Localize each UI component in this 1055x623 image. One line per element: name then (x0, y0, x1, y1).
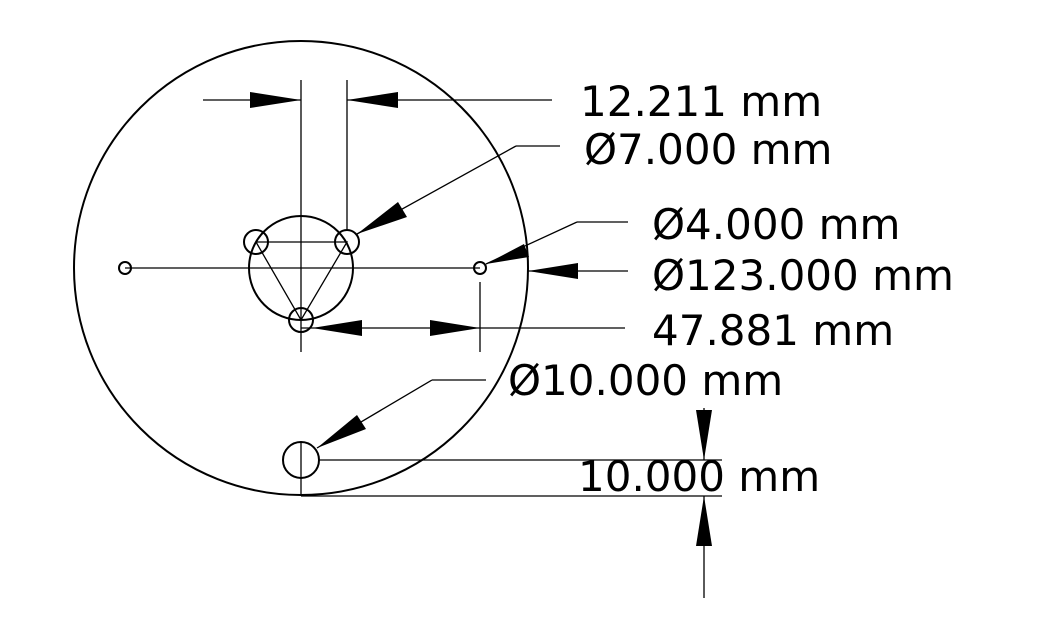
label-center-offset: 47.881 mm (652, 306, 894, 355)
label-side-hole-diameter: Ø4.000 mm (652, 200, 900, 249)
arrow-123mm (528, 263, 578, 279)
dim-12-arrow-right (347, 92, 398, 108)
arrow-10mm (317, 415, 366, 448)
dim-12-arrow-left (250, 92, 301, 108)
label-hole-spacing: 12.211 mm (580, 77, 822, 126)
label-small-hole-diameter: Ø7.000 mm (584, 125, 832, 174)
dim-47-arrow-left (312, 320, 362, 336)
right-side-hole (473, 261, 487, 275)
label-bottom-hole-diameter: Ø10.000 mm (508, 356, 783, 405)
left-side-hole (118, 261, 132, 275)
dim-10-arrow-top (696, 410, 712, 460)
label-outer-diameter: Ø123.000 mm (652, 251, 954, 300)
label-edge-offset: 10.000 mm (578, 452, 820, 501)
dim-47-arrow-right (430, 320, 480, 336)
arrow-4mm (486, 244, 529, 264)
dim-10-arrow-bottom (696, 496, 712, 546)
arrow-7mm (357, 202, 407, 234)
